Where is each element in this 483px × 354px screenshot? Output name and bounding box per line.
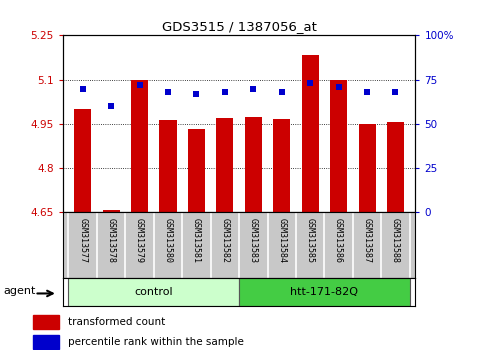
Point: [278, 89, 285, 95]
Bar: [131, 80, 148, 212]
Text: GSM313588: GSM313588: [391, 218, 400, 263]
Point: [136, 82, 143, 88]
Text: agent: agent: [3, 286, 36, 296]
Text: GSM313587: GSM313587: [363, 218, 371, 263]
Bar: [239, 278, 410, 306]
Bar: [330, 80, 347, 212]
Point: [164, 89, 172, 95]
Text: htt-171-82Q: htt-171-82Q: [290, 287, 358, 297]
Bar: [33, 315, 59, 329]
Text: control: control: [134, 287, 173, 297]
Title: GDS3515 / 1387056_at: GDS3515 / 1387056_at: [162, 20, 316, 33]
Text: GSM313585: GSM313585: [306, 218, 314, 263]
Text: percentile rank within the sample: percentile rank within the sample: [68, 337, 243, 347]
Bar: [69, 278, 239, 306]
Point: [335, 84, 342, 90]
Point: [363, 89, 371, 95]
Bar: [387, 122, 404, 212]
Bar: [302, 55, 319, 212]
Bar: [273, 120, 290, 212]
Bar: [245, 116, 262, 212]
Text: GSM313579: GSM313579: [135, 218, 144, 263]
Bar: [216, 118, 233, 212]
Bar: [358, 125, 376, 212]
Text: GSM313580: GSM313580: [164, 218, 172, 263]
Text: GSM313586: GSM313586: [334, 218, 343, 263]
Point: [107, 103, 115, 109]
Point: [249, 86, 257, 91]
Bar: [102, 210, 120, 212]
Text: GSM313584: GSM313584: [277, 218, 286, 263]
Point: [193, 91, 200, 97]
Text: GSM313582: GSM313582: [220, 218, 229, 263]
Text: GSM313583: GSM313583: [249, 218, 258, 263]
Point: [306, 80, 314, 86]
Bar: [33, 335, 59, 348]
Bar: [188, 129, 205, 212]
Point: [79, 86, 86, 91]
Point: [221, 89, 229, 95]
Bar: [74, 109, 91, 212]
Text: GSM313581: GSM313581: [192, 218, 201, 263]
Text: transformed count: transformed count: [68, 318, 165, 327]
Point: [392, 89, 399, 95]
Text: GSM313578: GSM313578: [107, 218, 115, 263]
Text: GSM313577: GSM313577: [78, 218, 87, 263]
Bar: [159, 120, 176, 212]
